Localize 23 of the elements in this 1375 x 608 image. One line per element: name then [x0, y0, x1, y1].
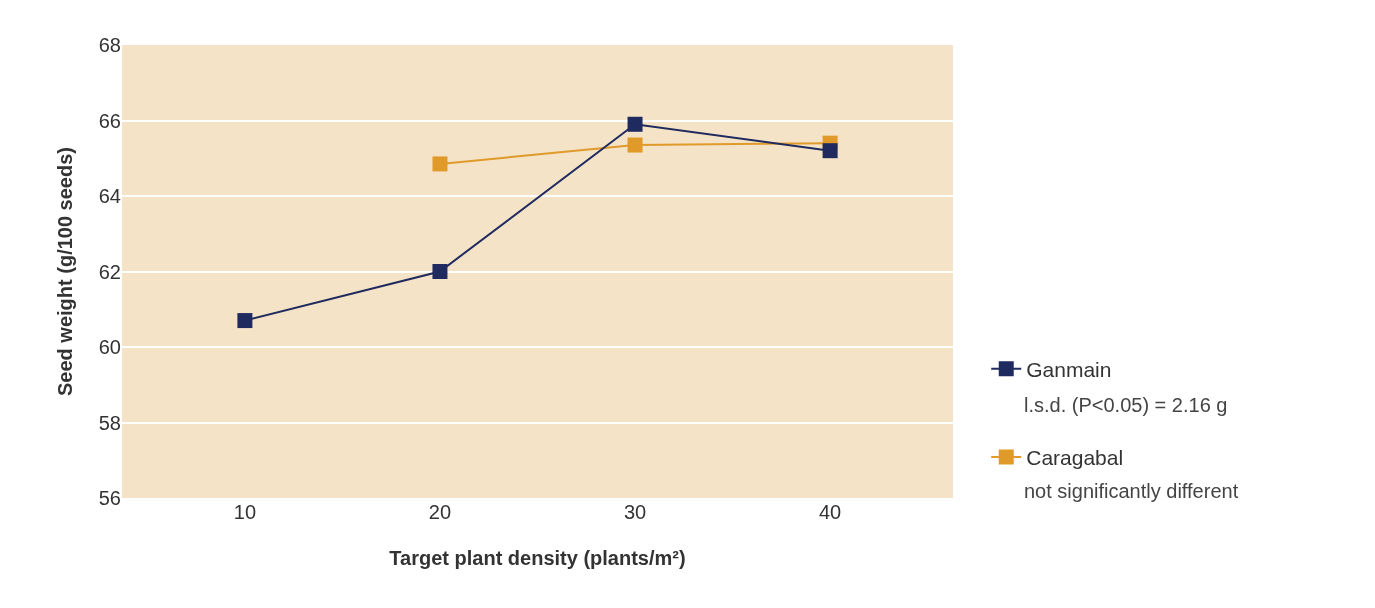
point [237, 313, 253, 329]
y-tick-label: 68 [98, 34, 121, 56]
text: not significantly different [1024, 480, 1239, 502]
point [627, 137, 643, 153]
point [627, 116, 643, 132]
y-tick-label: 56 [98, 487, 121, 509]
y-axis-title: Seed weight (g/100 seeds) [54, 147, 77, 396]
y-tick-label: 62 [98, 260, 121, 283]
x-axis-title: Target plant density (plants/m²) [389, 546, 686, 569]
legend-label: Caragabal [1026, 446, 1124, 470]
y-tick-label: 60 [98, 336, 121, 358]
x-tick-label: 30 [623, 501, 647, 523]
legend-label: Ganmain [1026, 357, 1112, 381]
point [432, 156, 448, 172]
point [822, 143, 838, 159]
point [432, 264, 448, 279]
x-tick-label: 20 [428, 501, 452, 523]
y-tick-label: 64 [98, 185, 121, 207]
x-tick-label: 40 [818, 501, 842, 523]
text: l.s.d. (P<0.05) = 2.16 g [1024, 394, 1228, 416]
y-tick-label: 58 [98, 411, 121, 434]
y-tick-label: 66 [98, 109, 121, 132]
x-tick-label: 10 [233, 501, 257, 523]
